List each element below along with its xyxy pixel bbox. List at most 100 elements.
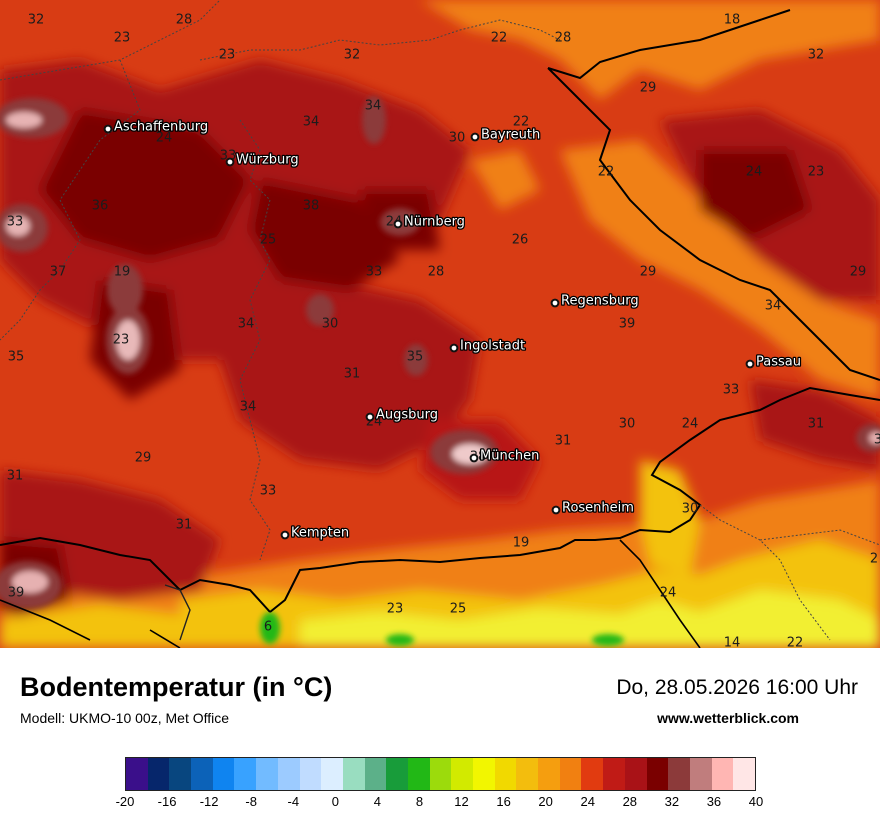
value-label: 33 [7,215,24,230]
legend-tick-label: 36 [706,794,722,809]
green-spot-3 [592,634,624,646]
value-label: 14 [724,636,741,649]
value-label: 31 [808,417,825,432]
yellow-area-southwest [0,605,180,648]
darkred-belt-southeast [750,380,880,470]
legend-swatch [342,758,365,790]
map-title: Bodentemperatur (in °C) [20,672,333,702]
legend-tick-label: -16 [157,794,177,809]
legend-tick-label: -8 [245,794,257,809]
orange-area-center [470,150,540,210]
value-label: 32 [28,13,45,28]
legend-swatch [126,758,148,790]
city-label: Nürnberg [404,215,465,230]
value-label: 31 [344,367,361,382]
value-label: 31 [7,469,24,484]
country-border-cz [547,9,880,381]
city-dot [745,359,755,369]
maroon-core-5 [700,150,810,240]
legend-swatch [212,758,235,790]
city-marker: Bayreuth [470,126,542,144]
city-marker: Würzburg [225,151,300,169]
value-label: 22 [598,165,615,180]
value-label: 32 [808,48,825,63]
value-label: 19 [114,265,131,280]
city-dot [469,453,479,463]
value-label: 22 [513,115,530,130]
legend-swatch [581,758,604,790]
value-label: 33 [723,383,740,398]
legend-swatch [299,758,322,790]
value-label: 30 [682,502,699,517]
city-label: Regensburg [561,294,639,309]
value-label: 34 [765,299,782,314]
city-marker: Kempten [280,524,350,542]
city-label: Ingolstadt [460,339,525,354]
city-marker: Aschaffenburg [103,118,209,136]
value-label: 29 [640,81,657,96]
value-label: 37 [50,265,67,280]
value-label: 23 [387,602,404,617]
city-label: Aschaffenburg [114,120,208,135]
value-label: 22 [787,636,804,649]
website-link[interactable]: www.wetterblick.com [657,710,799,726]
city-dot [225,157,235,167]
legend-swatch [711,758,734,790]
hotspot-sw-core [12,571,48,593]
forecast-datetime: Do, 28.05.2026 16:00 Uhr [616,676,858,699]
city-dot [470,132,480,142]
legend-tick-label: 32 [664,794,680,809]
color-legend-ticks: -20 -16 -12 -8 -4 0 4 8 12 16 20 24 28 32 36 40 [0,794,880,814]
legend-tick-label: -12 [199,794,219,809]
city-dot [103,124,113,134]
value-label: 30 [619,417,636,432]
legend-tick-label: 4 [373,794,382,809]
value-label: 30 [322,317,339,332]
legend-swatch [277,758,300,790]
value-label: 25 [450,602,467,617]
legend-swatch [321,758,343,790]
hotspot-east-edge [856,424,880,452]
legend-swatch [386,758,408,790]
value-label: 24 [660,586,677,601]
borders [0,0,880,648]
hotspot-373 [362,96,386,144]
value-label: 34 [238,317,255,332]
footer: Bodentemperatur (in °C) Modell: UKMO-10 … [0,648,880,830]
value-label: 29 [135,451,152,466]
value-label: 38 [303,199,320,214]
value-label: 39 [619,317,636,332]
value-label: 28 [555,31,572,46]
legend-swatch [147,758,170,790]
maroon-core-1 [40,110,250,260]
legend-swatch [624,758,647,790]
legend-tick-label: 16 [496,794,511,809]
legend-swatch [494,758,517,790]
legend-swatch [668,758,690,790]
yellow-area-river [640,460,700,575]
city-label: Passau [756,355,801,370]
legend-tick-label: 28 [622,794,638,809]
value-label: 34 [365,99,382,114]
value-label: 3 [874,433,880,448]
legend-swatch [646,758,669,790]
legend-swatch [451,758,473,790]
legend-swatch [689,758,712,790]
value-label: 36 [92,199,109,214]
value-label: 22 [491,31,508,46]
legend-tick-label: 8 [415,794,424,809]
country-border-ch [0,536,181,591]
light-yellow-south [300,590,880,648]
legend-tick-label: 24 [580,794,595,809]
value-label: 31 [555,434,572,449]
value-label: 25 [260,233,277,248]
city-label: Augsburg [376,408,438,423]
legend-tick-label: 12 [454,794,469,809]
legend-swatch [407,758,430,790]
city-markers: Aschaffenburg Würzburg Bayreuth Nürnberg Reg… [103,118,802,542]
legend-swatch [256,758,278,790]
value-label: 19 [513,536,530,551]
value-label: 35 [407,350,424,365]
